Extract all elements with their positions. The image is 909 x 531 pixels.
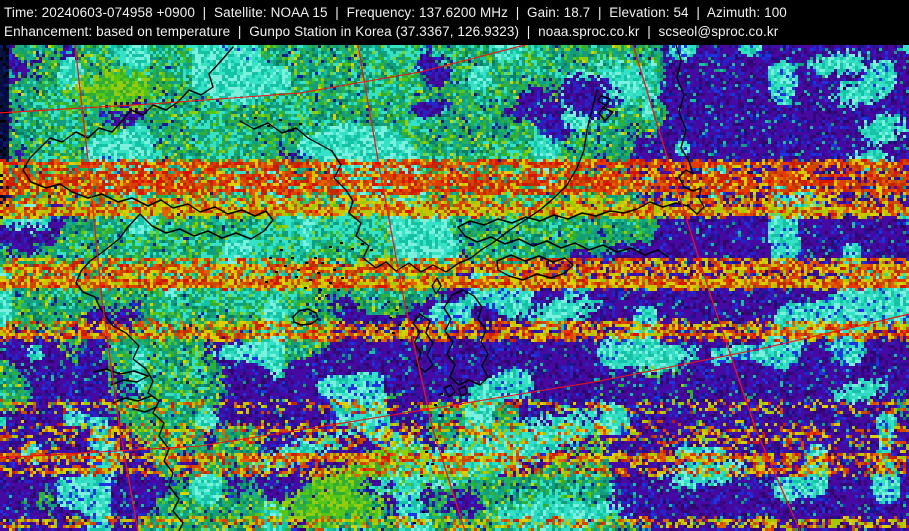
telemetry-header: Time: 20240603-074958 +0900 | Satellite:… bbox=[0, 0, 909, 45]
satellite-image-canvas bbox=[0, 45, 909, 531]
telemetry-line-1: Time: 20240603-074958 +0900 | Satellite:… bbox=[4, 5, 787, 20]
telemetry-line-2: Enhancement: based on temperature | Gunp… bbox=[4, 24, 779, 39]
